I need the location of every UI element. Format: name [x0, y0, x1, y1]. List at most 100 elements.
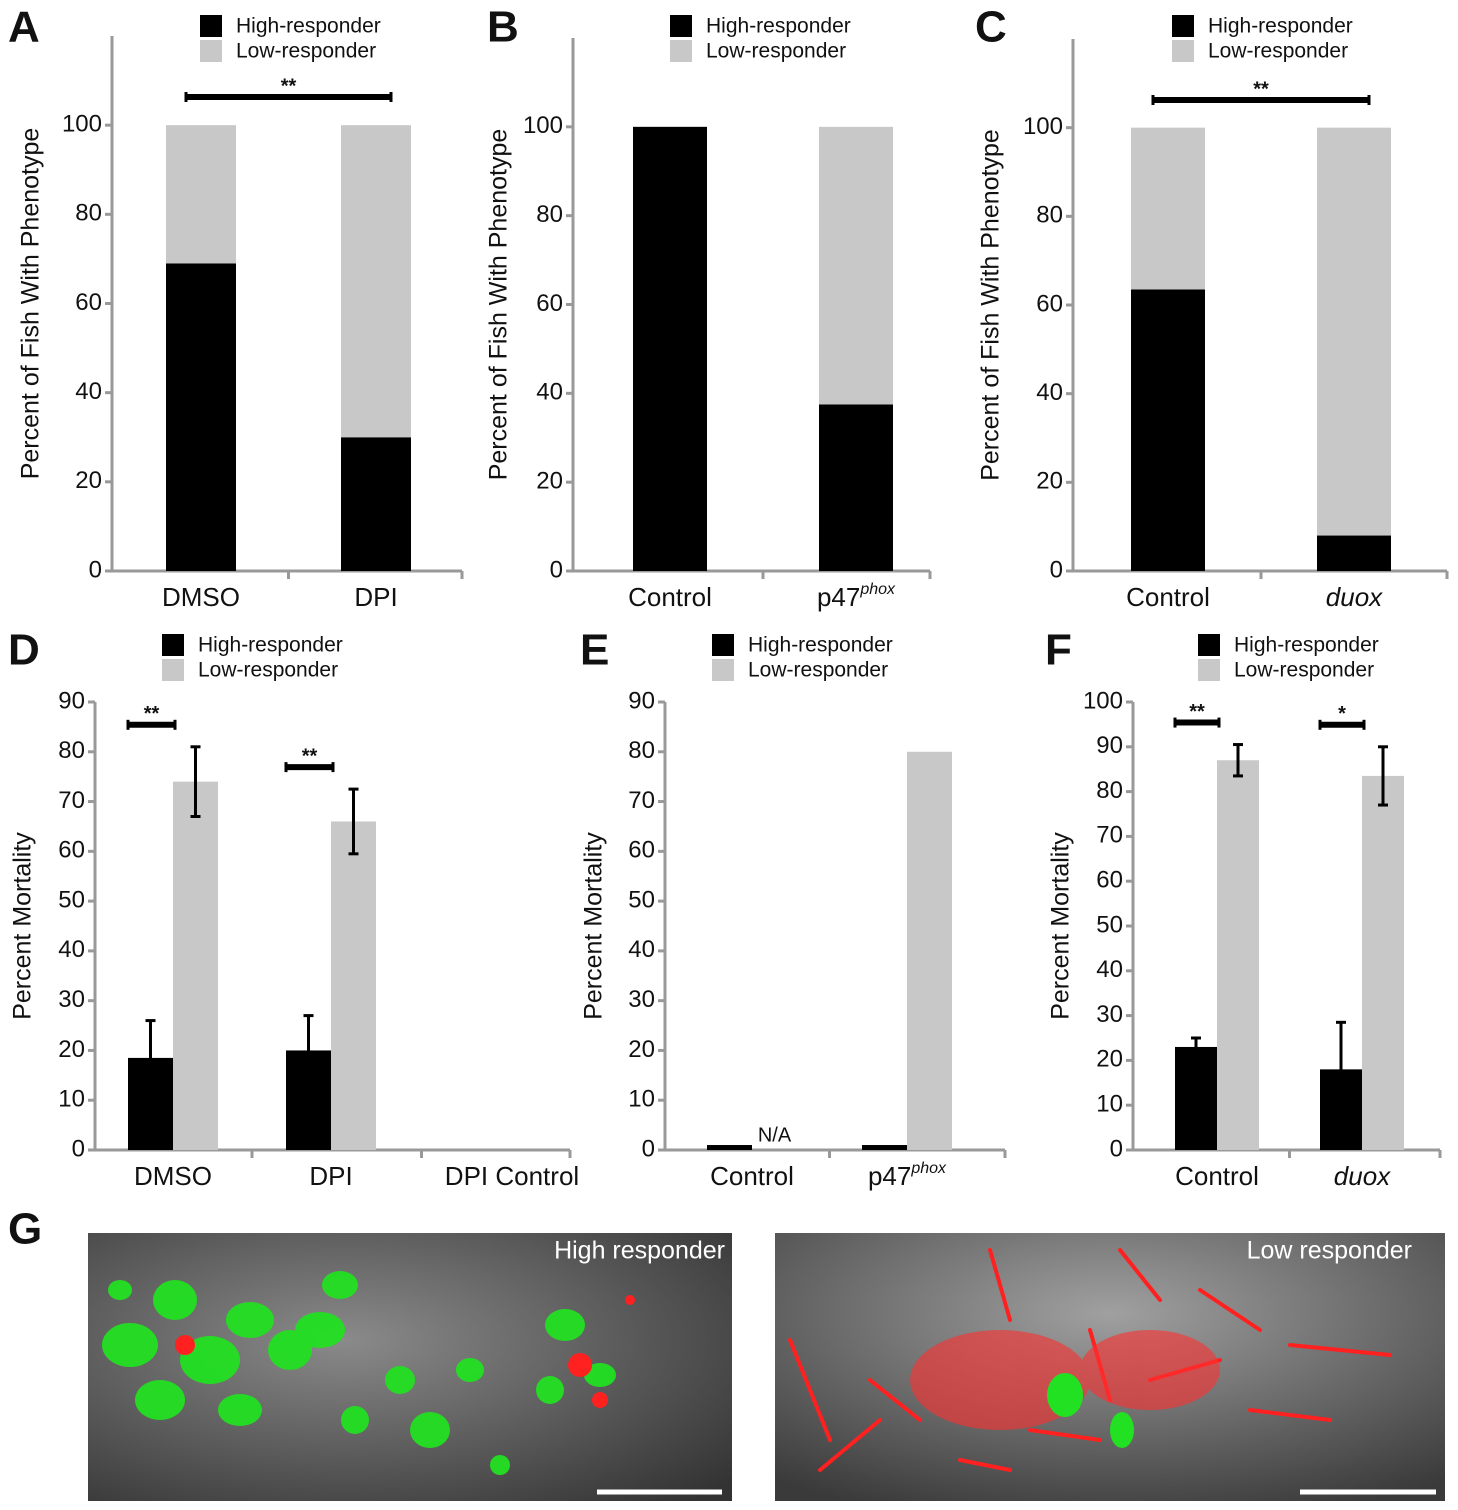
y-tick-label: 90	[628, 687, 655, 714]
legend-label: High-responder	[1208, 15, 1353, 38]
panel-letter: B	[487, 3, 519, 52]
legend-label: High-responder	[198, 634, 343, 657]
error-bar	[1336, 1020, 1346, 1118]
chart: A 0 20 40 60 80 100 Percent of Fish With Phenot…	[8, 3, 464, 612]
x-tick-label: Control	[710, 1161, 794, 1191]
y-tick-label: 100	[62, 111, 102, 138]
error-bar	[1378, 745, 1388, 807]
x-tick-label: DPI Control	[445, 1161, 579, 1191]
y-tick-label: 60	[536, 290, 563, 317]
x-tick-label-sup: phox	[859, 581, 896, 598]
bar	[707, 1145, 752, 1150]
y-tick-label: 20	[1096, 1046, 1123, 1073]
x-tick-label-text: p47	[817, 582, 860, 612]
bar-segment	[1317, 535, 1391, 571]
error-bar	[348, 787, 359, 856]
significance-label: *	[1338, 703, 1346, 725]
x-tick-label-text: p47	[868, 1161, 911, 1191]
y-tick-label: 60	[1096, 867, 1123, 894]
x-tick-label: Control	[628, 582, 712, 612]
y-axis-label: Percent Mortality	[9, 832, 37, 1020]
legend-label: Low-responder	[1234, 659, 1374, 682]
chart: F 0 10 20 30 40 50 60 70 80 90 100 Percent Mortality…	[1045, 626, 1442, 1191]
image-panel	[88, 1233, 1445, 1501]
x-tick-label: duox	[1326, 582, 1383, 612]
legend-swatch	[670, 40, 692, 62]
y-tick-label: 70	[1096, 822, 1123, 849]
x-tick-label: p47phox	[817, 581, 896, 612]
bar-segment	[819, 404, 893, 571]
panel-letter: F	[1045, 626, 1072, 675]
y-tick-label: 80	[536, 201, 563, 228]
legend-swatch	[712, 634, 734, 656]
legend-swatch	[200, 15, 222, 37]
image-label: High responder	[554, 1237, 725, 1265]
y-tick-label: 40	[58, 936, 85, 963]
y-tick-label: 80	[75, 200, 102, 227]
x-tick-label: DPI	[354, 582, 397, 612]
y-tick-label: 30	[58, 986, 85, 1013]
y-tick-label: 60	[1036, 290, 1063, 317]
bar	[173, 781, 218, 1150]
bar	[1175, 1046, 1217, 1150]
y-axis-label: Percent Mortality	[1047, 832, 1075, 1020]
panel-letter: E	[580, 626, 609, 675]
y-tick-label: 100	[523, 112, 563, 139]
chart: B 0 20 40 60 80 100 Percent of Fish With Phenot…	[485, 3, 932, 612]
bar-segment	[1317, 127, 1391, 536]
x-tick-label: DMSO	[134, 1161, 212, 1191]
error-bar	[145, 1019, 156, 1097]
y-tick-label: 70	[628, 787, 655, 814]
y-tick-label: 10	[58, 1086, 85, 1113]
y-tick-label: 40	[536, 379, 563, 406]
legend-swatch	[1172, 40, 1194, 62]
y-tick-label: 60	[628, 837, 655, 864]
legend-label: Low-responder	[1208, 40, 1348, 63]
y-tick-label: 10	[1096, 1091, 1123, 1118]
legend-label: High-responder	[706, 15, 851, 38]
panel-letter: D	[8, 626, 40, 675]
panel-letter: G	[8, 1205, 42, 1254]
bar-segment	[166, 263, 236, 571]
significance-label: **	[1189, 701, 1205, 723]
image-label: Low responder	[1247, 1237, 1412, 1265]
bar	[907, 751, 952, 1150]
legend-label: Low-responder	[198, 659, 338, 682]
y-tick-label: 100	[1083, 687, 1123, 714]
y-tick-label: 40	[75, 378, 102, 405]
x-tick-label: Control	[1126, 582, 1210, 612]
legend-swatch	[200, 40, 222, 62]
error-bar	[190, 745, 201, 818]
legend-label: Low-responder	[236, 40, 376, 63]
y-tick-label: 20	[1036, 468, 1063, 495]
significance-label: **	[144, 703, 160, 725]
y-tick-label: 0	[642, 1135, 655, 1162]
y-tick-label: 0	[1050, 556, 1063, 583]
bar	[1217, 760, 1259, 1150]
y-tick-label: 40	[1096, 956, 1123, 983]
y-axis-label: Percent Mortality	[580, 832, 608, 1020]
y-tick-label: 80	[58, 737, 85, 764]
legend-label: Low-responder	[706, 40, 846, 63]
y-tick-label: 20	[58, 1036, 85, 1063]
legend-label: High-responder	[236, 15, 381, 38]
bar-segment	[341, 125, 411, 438]
y-tick-label: 80	[1096, 777, 1123, 804]
legend-swatch	[712, 659, 734, 681]
error-bar	[303, 1014, 314, 1087]
value-label: N/A	[758, 1124, 792, 1146]
significance-label: **	[1253, 78, 1269, 100]
chart: D 0 10 20 30 40 50 60 70 80 90 Percent Mortality DMS…	[8, 626, 579, 1191]
bar	[1362, 775, 1404, 1150]
bar-segment	[1131, 289, 1205, 571]
chart: C 0 20 40 60 80 100 Percent of Fish With Phenot…	[975, 3, 1449, 612]
panel-letter: C	[975, 3, 1007, 52]
y-tick-label: 90	[58, 687, 85, 714]
legend-label: Low-responder	[748, 659, 888, 682]
error-bar	[1233, 743, 1243, 778]
y-tick-label: 30	[628, 986, 655, 1013]
y-axis-label: Percent of Fish With Phenotype	[17, 128, 45, 480]
y-tick-label: 80	[1036, 202, 1063, 229]
y-tick-label: 0	[1110, 1135, 1123, 1162]
y-tick-label: 50	[628, 886, 655, 913]
